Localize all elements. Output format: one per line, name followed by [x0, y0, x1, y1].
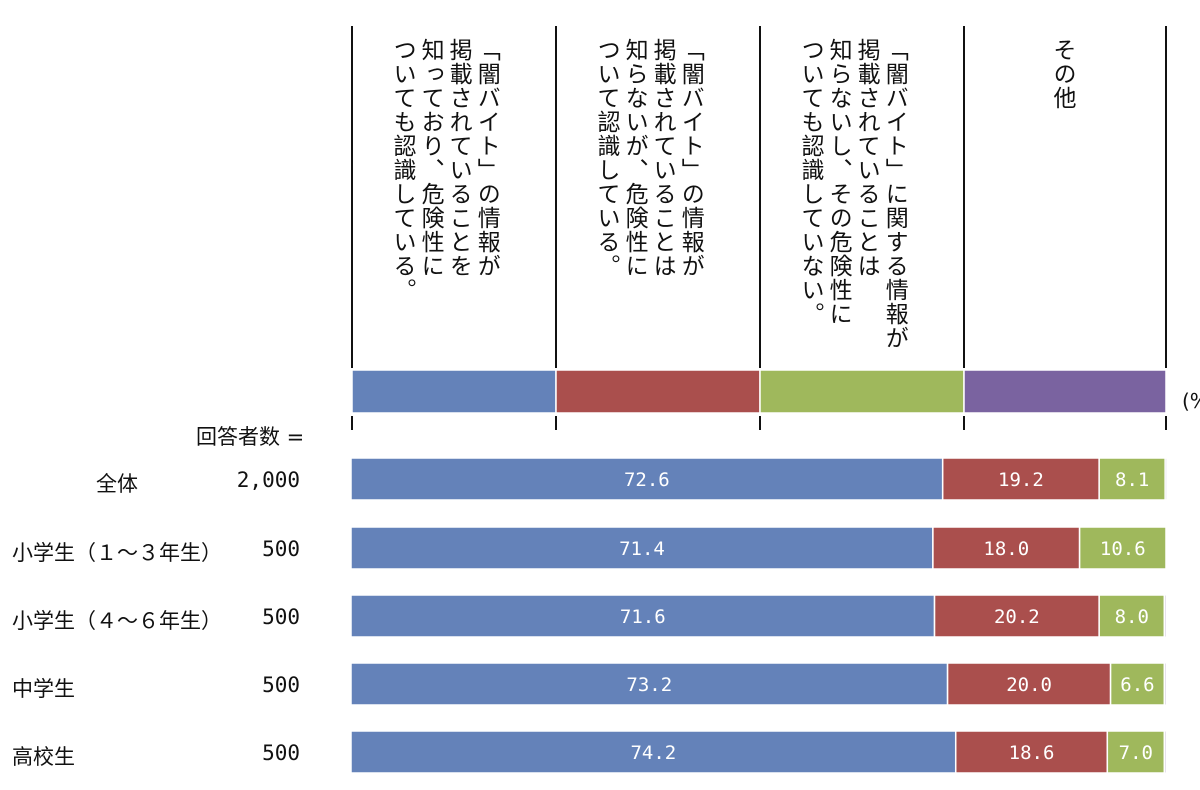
bar-label-4-not_know_not_aware: 7.0 — [1119, 742, 1153, 764]
bar-4-know_and_aware — [350, 730, 957, 774]
bar-0-other — [1164, 457, 1168, 501]
legend-swatch-4 — [963, 369, 1167, 414]
row-label-4: 高校生 — [12, 745, 75, 769]
bar-0-not_know_but_aware — [941, 457, 1100, 501]
bar-label-1-not_know_but_aware: 18.0 — [983, 538, 1029, 560]
legend-swatch-1 — [351, 369, 557, 414]
row-count-2: 500 — [262, 605, 300, 629]
row-label-2: 小学生（４～６年生） — [12, 609, 222, 633]
legend-swatch-3 — [759, 369, 965, 414]
bar-label-2-other: 0.2 — [1166, 606, 1200, 628]
bar-label-4-not_know_but_aware: 18.6 — [1009, 742, 1055, 764]
bar-2-not_know_not_aware — [1098, 594, 1166, 638]
row-count-1: 500 — [262, 537, 300, 561]
legend-header-3: 「闇バイト」に関する情報が 掲載されていることは 知らないし、その危険性に つい… — [797, 38, 908, 350]
bar-3-know_and_aware — [350, 662, 949, 706]
legend-header-2: 「闇バイト」の情報が 掲載されていることは 知らないが、危険性に ついて認識して… — [593, 38, 704, 278]
row-count-0: 2,000 — [236, 468, 300, 492]
legend-swatch-2 — [555, 369, 761, 414]
bar-label-3-not_know_but_aware: 20.0 — [1006, 674, 1052, 696]
row-label-1: 小学生（１～３年生） — [12, 541, 222, 565]
bar-label-3-not_know_not_aware: 6.6 — [1120, 674, 1154, 696]
bar-label-2-not_know_not_aware: 8.0 — [1115, 606, 1149, 628]
bar-0-know_and_aware — [350, 457, 944, 501]
bar-4-other — [1163, 730, 1167, 774]
row-label-0: 全体 — [96, 472, 138, 496]
bar-label-0-other: 0.2 — [1167, 469, 1200, 491]
respondents-label: 回答者数 = — [196, 425, 305, 449]
row-label-3: 中学生 — [12, 677, 75, 701]
bar-4-not_know_but_aware — [954, 730, 1109, 774]
bar-label-1-know_and_aware: 71.4 — [619, 538, 665, 560]
bar-label-2-know_and_aware: 71.6 — [620, 606, 666, 628]
bar-3-not_know_not_aware — [1109, 662, 1166, 706]
bar-label-0-not_know_but_aware: 19.2 — [998, 469, 1044, 491]
bar-4-not_know_not_aware — [1106, 730, 1166, 774]
bar-label-4-know_and_aware: 74.2 — [630, 742, 676, 764]
bar-2-not_know_but_aware — [933, 594, 1100, 638]
bar-label-0-know_and_aware: 72.6 — [624, 469, 670, 491]
bar-label-2-not_know_but_aware: 20.2 — [994, 606, 1040, 628]
bar-label-1-not_know_not_aware: 10.6 — [1100, 538, 1146, 560]
row-count-4: 500 — [262, 741, 300, 765]
bar-2-other — [1163, 594, 1167, 638]
bar-label-3-know_and_aware: 73.2 — [626, 674, 672, 696]
row-count-3: 500 — [262, 673, 300, 697]
legend-header-4: その他 — [1049, 38, 1076, 110]
bar-label-4-other: 0.2 — [1166, 742, 1200, 764]
bar-1-not_know_not_aware — [1078, 526, 1167, 570]
bar-label-3-other: 0.2 — [1166, 674, 1200, 696]
bar-3-other — [1163, 662, 1167, 706]
bar-3-not_know_but_aware — [946, 662, 1112, 706]
bar-label-0-not_know_not_aware: 8.1 — [1115, 469, 1149, 491]
legend-header-1: 「闇バイト」の情報が 掲載されていることを 知っており、危険性に ついても認識し… — [389, 38, 500, 302]
percent-unit-label: (%) — [1182, 389, 1200, 413]
